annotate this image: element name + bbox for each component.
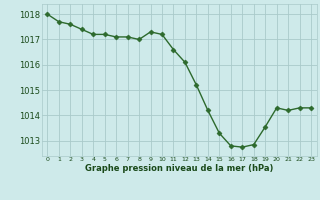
X-axis label: Graphe pression niveau de la mer (hPa): Graphe pression niveau de la mer (hPa) <box>85 164 273 173</box>
